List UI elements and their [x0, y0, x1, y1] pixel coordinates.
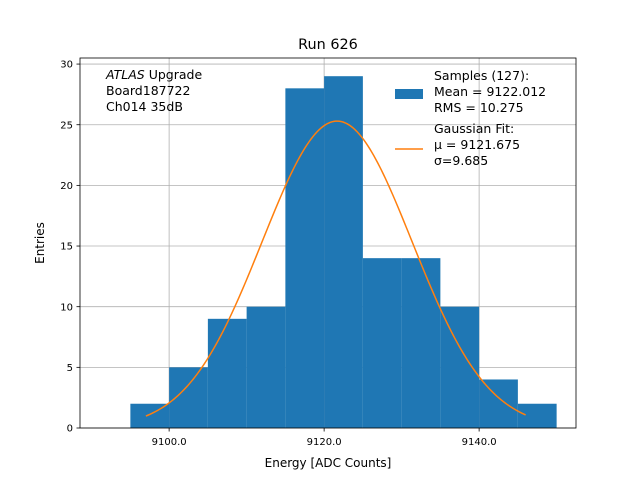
histogram-bar: [401, 258, 441, 428]
histogram-bar: [207, 318, 247, 428]
legend-text: Mean = 9122.012: [434, 84, 546, 99]
gaussian-fit-curve: [145, 120, 526, 417]
annotation-line: Ch014 35dB: [106, 99, 183, 114]
y-axis-label: Entries: [33, 222, 47, 264]
histogram-bar: [479, 379, 518, 428]
legend-text: σ=9.685: [434, 153, 488, 168]
histogram-bar: [285, 88, 325, 428]
y-axis-ticks: 0 5 10 15 20 25 30: [60, 60, 80, 435]
histogram-bar: [440, 306, 480, 428]
chart-title: Run 626: [298, 37, 358, 53]
histogram-bars: [130, 76, 557, 429]
y-tick-label: 20: [60, 181, 73, 192]
legend-text: μ = 9121.675: [434, 137, 520, 152]
atlas-annotation: ATLAS Upgrade Board187722 Ch014 35dB: [105, 67, 202, 114]
y-tick-label: 15: [60, 242, 73, 253]
y-tick-label: 25: [60, 120, 73, 131]
y-tick-label: 30: [60, 60, 73, 71]
histogram-bar: [362, 258, 402, 428]
legend-samples-swatch: [395, 89, 423, 99]
histogram-bar: [324, 76, 363, 429]
x-tick-label: 9100.0: [152, 437, 187, 448]
x-tick-label: 9140.0: [462, 437, 497, 448]
legend-text: Samples (127):: [434, 68, 529, 83]
x-axis-label: Energy [ADC Counts]: [265, 456, 392, 470]
y-tick-label: 10: [60, 302, 73, 313]
x-tick-label: 9120.0: [307, 437, 342, 448]
annotation-line: ATLAS Upgrade: [105, 67, 202, 82]
y-tick-label: 5: [67, 363, 73, 374]
x-axis-ticks: 9100.0 9120.0 9140.0: [152, 428, 497, 448]
plot-frame: [79, 57, 577, 429]
legend: Samples (127): Mean = 9122.012 RMS = 10.…: [395, 68, 546, 168]
legend-text: RMS = 10.275: [434, 100, 524, 115]
histogram-bar: [246, 306, 286, 428]
annotation-line: Board187722: [106, 83, 190, 98]
histogram-bar: [517, 403, 557, 428]
legend-text: Gaussian Fit:: [434, 121, 514, 136]
y-tick-label: 0: [67, 424, 73, 435]
